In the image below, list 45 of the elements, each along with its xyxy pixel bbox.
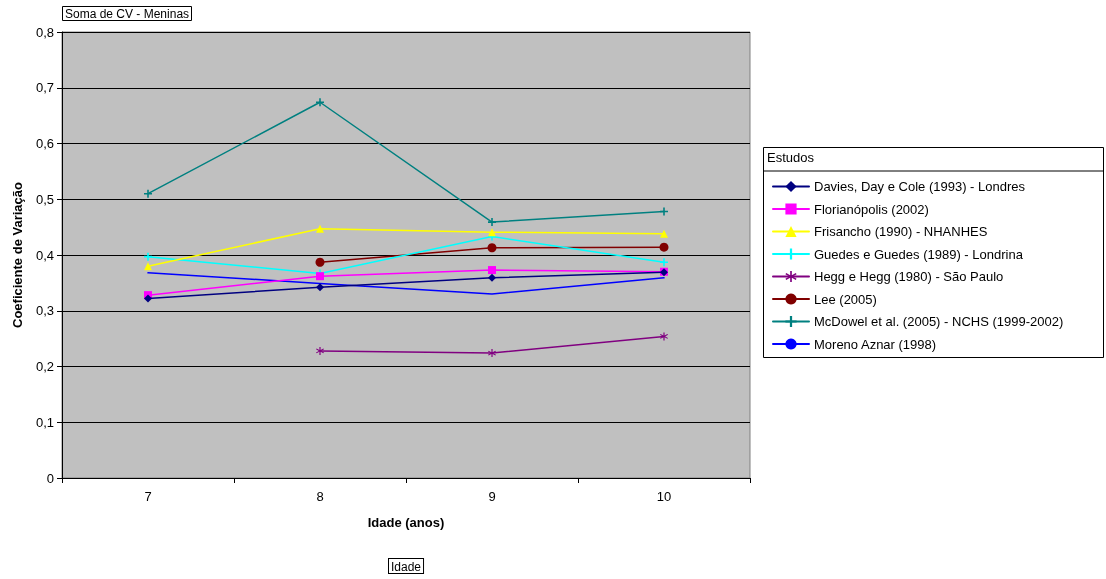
point <box>660 258 668 267</box>
point <box>659 242 669 252</box>
legend-label: Hegg e Hegg (1980) - São Paulo <box>814 269 1004 284</box>
y-axis-title: Coeficiente de Variação <box>10 181 25 328</box>
point <box>144 252 152 261</box>
x-tick-label: 10 <box>656 489 672 504</box>
point <box>487 243 497 253</box>
point <box>315 257 325 267</box>
y-tick-label: 0,2 <box>35 359 54 374</box>
y-tick-label: 0,1 <box>35 414 54 430</box>
legend-title: Estudos <box>767 150 815 165</box>
legend-label: McDowel et al. (2005) - NCHS (1999-2002) <box>814 314 1064 329</box>
legend-label: Lee (2005) <box>814 291 877 307</box>
y-tick-label: 0,6 <box>35 136 54 151</box>
chart-title: Soma de CV - Meninas <box>65 7 190 21</box>
y-tick-label: 0 <box>46 470 54 486</box>
point <box>488 349 496 358</box>
point <box>144 262 152 271</box>
point <box>660 229 668 238</box>
x-axis-title: Idade (anos) <box>367 515 445 530</box>
text: Idade <box>391 560 422 574</box>
legend-label: Florianópolis (2002) <box>814 201 929 217</box>
point <box>488 266 496 275</box>
point <box>316 283 324 292</box>
y-tick-label: 0,8 <box>35 24 54 40</box>
point <box>144 189 152 198</box>
legend-label: Davies, Day e Cole (1993) - Londres <box>814 179 1026 194</box>
point <box>488 218 496 227</box>
y-tick-label: 0,4 <box>35 247 54 263</box>
point <box>316 346 324 355</box>
legend-label: Guedes e Guedes (1989) - Londrina <box>814 246 1024 262</box>
x-tick-label: 7 <box>144 489 152 504</box>
point <box>316 98 324 107</box>
y-tick-label: 0,3 <box>35 303 54 319</box>
legend-label: Frisancho (1990) - NHANHES <box>814 224 988 239</box>
y-tick-label: 0,5 <box>35 191 54 207</box>
point <box>660 207 668 216</box>
x-tick-label: 9 <box>488 489 496 504</box>
y-tick-label: 0,7 <box>35 80 54 96</box>
x-tick-label: 8 <box>316 489 324 504</box>
point <box>488 228 496 237</box>
point <box>660 332 668 341</box>
point <box>316 224 324 233</box>
legend-label: Moreno Aznar (1998) <box>814 336 937 352</box>
point <box>488 273 496 282</box>
